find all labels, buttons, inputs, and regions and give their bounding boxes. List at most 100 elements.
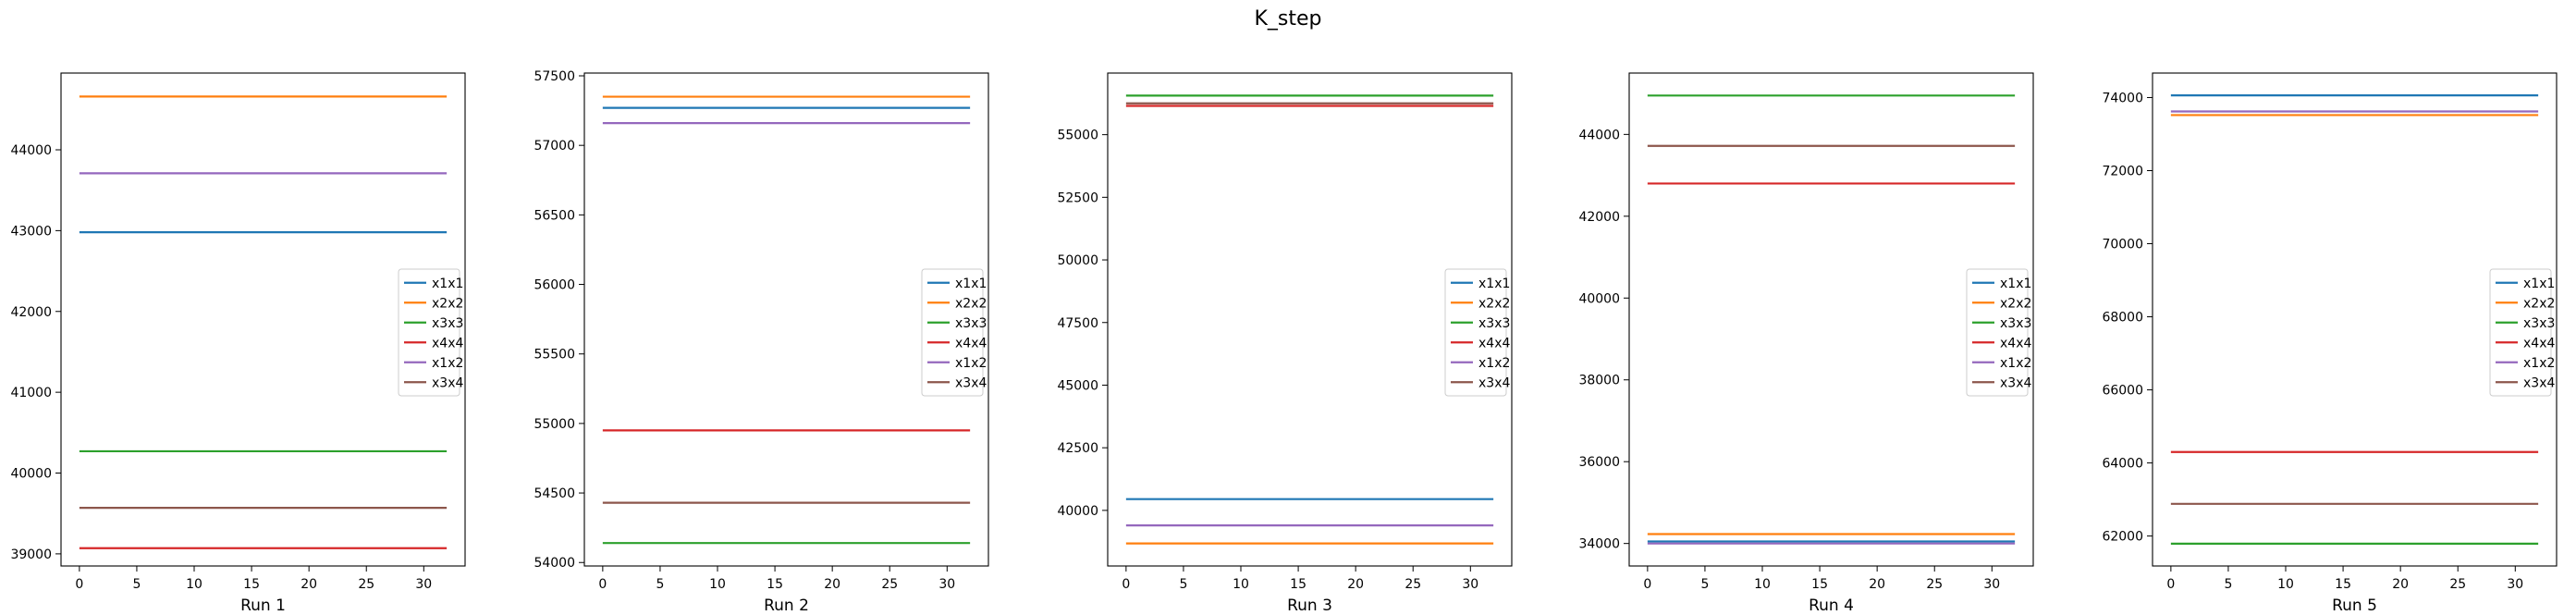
y-tick-label: 44000 [1578,128,1620,142]
subplot-1: 0 5 10 15 20 25 30 39000 40000 41000 42000 43000 440… [10,72,466,615]
legend-label-x4x4: x4x4 [2000,336,2031,351]
legend-label-x4x4: x4x4 [2523,336,2555,351]
legend-label-x1x2: x1x2 [955,356,987,371]
y-tick-label: 55000 [534,417,575,432]
x-tick-label: 0 [2166,577,2175,592]
axes-frame [2152,72,2558,567]
legend-label-x1x1: x1x1 [955,277,987,291]
axes-frame [1628,72,2034,567]
x-tick-label: 5 [1179,577,1187,592]
x-tick-label: 5 [132,577,141,592]
y-tick-label: 45000 [1057,378,1098,393]
legend-label-x1x2: x1x2 [1478,356,1510,371]
legend-label-x1x2: x1x2 [2523,356,2555,371]
y-tick-label: 39000 [10,547,52,562]
y-tick-label: 54500 [534,486,575,501]
x-tick-label: 20 [1347,577,1364,592]
legend-box [1444,268,1507,397]
y-tick-label: 56000 [534,278,575,293]
subplot-3: 0 5 10 15 20 25 30 40000 42500 45000 47500 50000 525… [1057,72,1513,615]
x-tick-label: 15 [243,577,260,592]
x-axis-label: Run 5 [2332,597,2377,615]
y-tick-label: 36000 [1578,455,1620,470]
legend-box [921,268,984,397]
y-tick-label: 34000 [1578,537,1620,552]
y-tick-label: 52500 [1057,191,1098,205]
legend-label-x2x2: x2x2 [1478,296,1510,311]
y-tick-label: 42500 [1057,441,1098,456]
y-tick-label: 68000 [2102,311,2143,326]
y-tick-label: 42000 [10,305,52,320]
x-tick-label: 10 [2277,577,2294,592]
legend-label-x1x1: x1x1 [1478,277,1510,291]
legend: x1x1 x2x2 x3x3 x4x4 x1x2 x3x4 [398,268,463,397]
x-tick-label: 0 [1122,577,1130,592]
y-tick-label: 44000 [10,143,52,158]
x-tick-label: 10 [186,577,202,592]
legend: x1x1 x2x2 x3x3 x4x4 x1x2 x3x4 [1444,268,1510,397]
x-tick-label: 30 [415,577,432,592]
y-tick-label: 50000 [1057,253,1098,268]
x-tick-label: 25 [358,577,374,592]
x-tick-label: 20 [824,577,840,592]
legend: x1x1 x2x2 x3x3 x4x4 x1x2 x3x4 [921,268,987,397]
legend-label-x3x4: x3x4 [2000,375,2031,390]
x-axis-label: Run 2 [764,597,809,615]
legend-label-x3x3: x3x3 [432,316,463,331]
axes-frame [1107,72,1513,567]
y-tick-label: 40000 [1057,504,1098,519]
x-tick-label: 10 [1233,577,1249,592]
y-tick-label: 57000 [534,139,575,154]
x-tick-label: 20 [1869,577,1885,592]
x-tick-label: 5 [656,577,664,592]
legend-label-x4x4: x4x4 [1478,336,1510,351]
legend-label-x2x2: x2x2 [2000,296,2031,311]
x-tick-label: 20 [2392,577,2409,592]
x-tick-label: 0 [75,577,83,592]
y-tick-label: 56500 [534,208,575,223]
x-axis-label: Run 1 [240,597,286,615]
legend-label-x2x2: x2x2 [432,296,463,311]
x-tick-label: 25 [881,577,898,592]
y-tick-label: 42000 [1578,210,1620,225]
legend-label-x1x1: x1x1 [432,277,463,291]
y-tick-label: 54000 [534,556,575,571]
y-tick-label: 62000 [2102,530,2143,545]
x-tick-label: 5 [2224,577,2232,592]
axes-frame [60,72,466,567]
y-tick-label: 47500 [1057,316,1098,331]
legend-label-x4x4: x4x4 [432,336,463,351]
y-tick-label: 40000 [1578,291,1620,306]
x-tick-label: 15 [2335,577,2351,592]
x-tick-label: 30 [1983,577,2000,592]
x-tick-label: 30 [1462,577,1478,592]
y-tick-label: 55000 [1057,129,1098,143]
subplot-4: 0 5 10 15 20 25 30 34000 36000 38000 40000 42000 440… [1578,72,2034,615]
x-axis-label: Run 3 [1287,597,1332,615]
figure-title: K_step [1254,7,1321,31]
legend-label-x3x3: x3x3 [955,316,987,331]
x-tick-label: 30 [2507,577,2523,592]
legend-label-x3x3: x3x3 [2523,316,2555,331]
legend-label-x2x2: x2x2 [2523,296,2555,311]
y-tick-label: 55500 [534,348,575,363]
legend-label-x3x4: x3x4 [432,375,463,390]
x-tick-label: 0 [598,577,607,592]
x-tick-label: 15 [1811,577,1828,592]
legend-label-x3x4: x3x4 [955,375,987,390]
subplot-5: 0 5 10 15 20 25 30 62000 64000 66000 68000 70000 720… [2102,72,2558,615]
x-tick-label: 10 [1754,577,1771,592]
legend: x1x1 x2x2 x3x3 x4x4 x1x2 x3x4 [1966,268,2031,397]
legend-label-x1x1: x1x1 [2523,277,2555,291]
x-axis-label: Run 4 [1809,597,1854,615]
axes-frame [583,72,989,567]
x-tick-label: 25 [2449,577,2466,592]
legend-label-x1x1: x1x1 [2000,277,2031,291]
x-tick-label: 5 [1700,577,1709,592]
x-tick-label: 10 [709,577,726,592]
x-tick-label: 25 [1926,577,1943,592]
legend-label-x3x4: x3x4 [2523,375,2555,390]
x-tick-label: 0 [1643,577,1651,592]
